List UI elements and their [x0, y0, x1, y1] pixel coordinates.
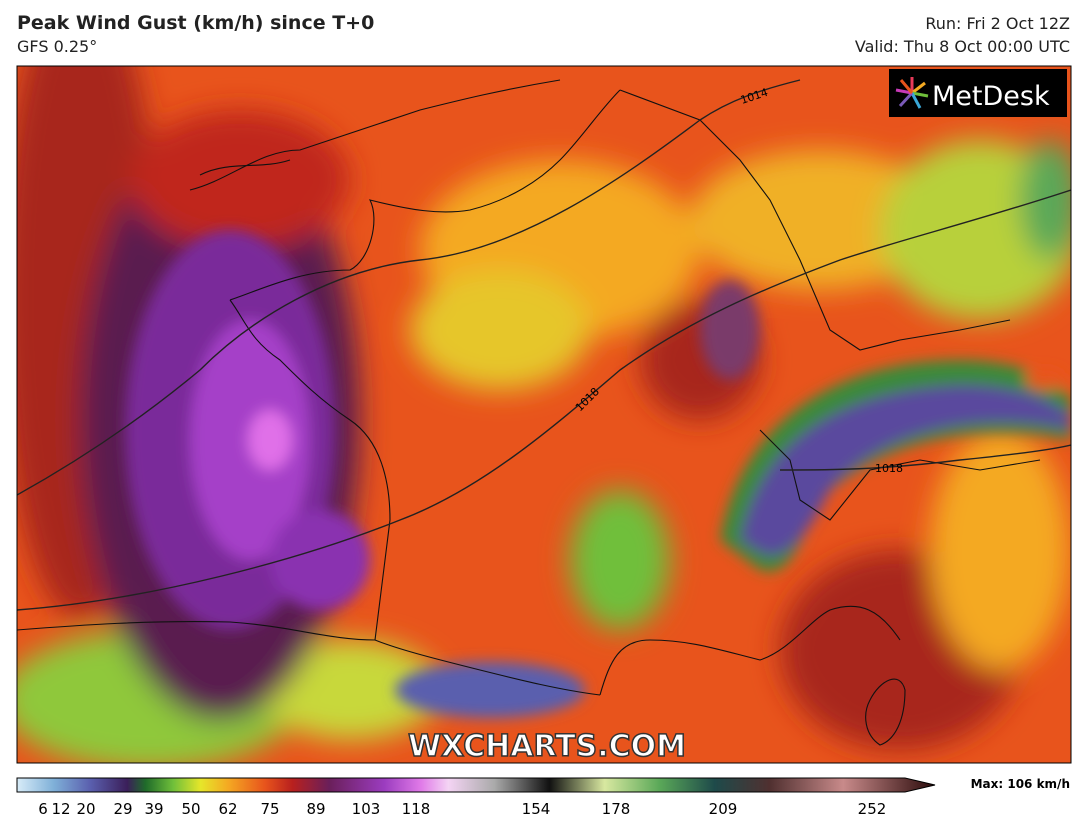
subtitle: GFS 0.25° [17, 37, 98, 56]
colorbar-ticks: 6 12 20 29 39 50 62 75 89 103 118 154 178 209 252 [38, 800, 886, 818]
colorbar-tick-label: 62 [218, 800, 237, 818]
valid-time: Valid: Thu 8 Oct 00:00 UTC [854, 37, 1070, 56]
run-time: Run: Fri 2 Oct 12Z [925, 14, 1070, 33]
logo-icon [895, 77, 929, 109]
colorbar-tick-label: 118 [402, 800, 431, 818]
colorbar-tick-label: 12 [51, 800, 70, 818]
coastlines [17, 79, 1041, 746]
colorbar-tick-label: 29 [113, 800, 132, 818]
logo-text: MetDesk [932, 81, 1050, 112]
title: Peak Wind Gust (km/h) since T+0 [17, 12, 375, 34]
colorbar-tick-label: 178 [602, 800, 631, 818]
wind-field: 1014 1018 1018 [17, 66, 1071, 763]
colorbar-tick-label: 20 [76, 800, 95, 818]
colorbar-tick-label: 6 [38, 800, 48, 818]
isobar-label: 1018 [875, 462, 903, 475]
colorbar-tick-label: 89 [306, 800, 325, 818]
colorbar-tick-label: 75 [260, 800, 279, 818]
isobars [17, 79, 1071, 611]
colorbar [16, 777, 936, 793]
max-label: Max: 106 km/h [971, 777, 1070, 791]
colorbar-tick-label: 252 [858, 800, 887, 818]
colorbar-tick-label: 50 [181, 800, 200, 818]
map-frame [16, 65, 1072, 764]
colorbar-tick-label: 103 [352, 800, 381, 818]
colorbar-tick-label: 154 [522, 800, 551, 818]
watermark: WXCHARTS.COM [408, 729, 686, 764]
colorbar-tick-label: 209 [709, 800, 738, 818]
colorbar-tick-label: 39 [144, 800, 163, 818]
